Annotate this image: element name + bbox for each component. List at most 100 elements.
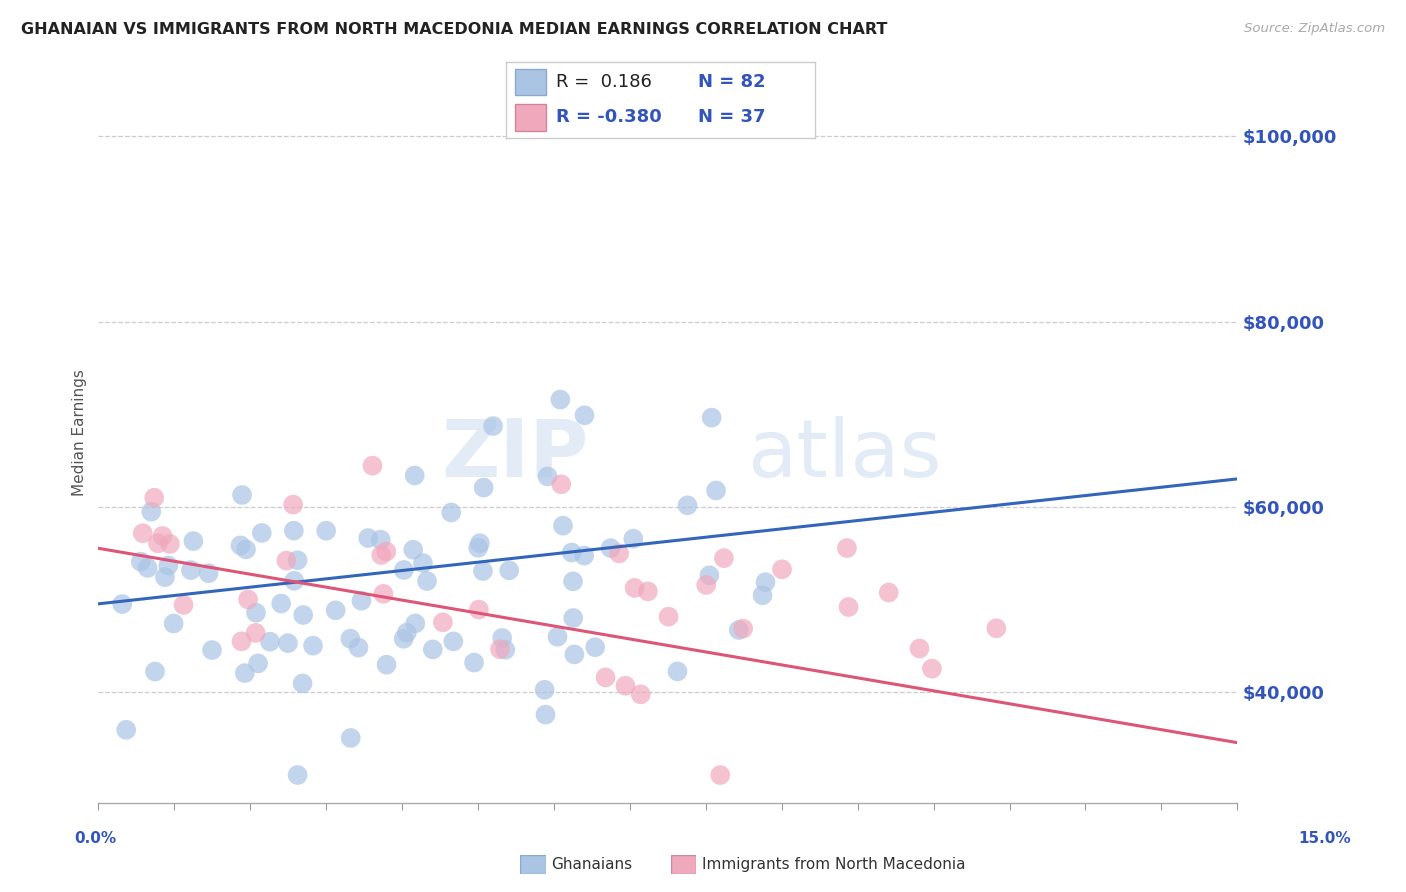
Point [201, 643, 224, 657]
Point [143, 491, 166, 505]
Point [392, 563, 415, 577]
Point [666, 665, 689, 679]
Point [292, 607, 315, 622]
Point [713, 551, 735, 566]
Point [361, 458, 384, 473]
Point [129, 555, 152, 569]
Point [536, 469, 558, 483]
Point [325, 603, 347, 617]
Point [986, 621, 1008, 635]
Point [440, 506, 463, 520]
Point [468, 602, 491, 616]
Point [375, 657, 398, 672]
Point [547, 630, 569, 644]
Point [231, 634, 253, 648]
Point [463, 656, 485, 670]
Point [599, 541, 621, 555]
Point [402, 542, 425, 557]
Point [564, 648, 586, 662]
Point [727, 623, 749, 637]
Point [245, 626, 267, 640]
Point [152, 529, 174, 543]
Point [412, 556, 434, 570]
Point [468, 536, 491, 550]
Text: N = 37: N = 37 [697, 109, 765, 127]
Point [835, 541, 858, 555]
Point [392, 632, 415, 646]
Point [561, 545, 583, 559]
Point [146, 536, 169, 550]
Point [583, 640, 606, 655]
Point [236, 592, 259, 607]
Point [699, 568, 721, 582]
Point [111, 597, 134, 611]
Text: Source: ZipAtlas.com: Source: ZipAtlas.com [1244, 22, 1385, 36]
Point [373, 587, 395, 601]
Y-axis label: Median Earnings: Median Earnings [72, 369, 87, 496]
Point [877, 585, 900, 599]
Point [287, 553, 309, 567]
Text: ZIP: ZIP [441, 416, 588, 494]
Point [153, 570, 176, 584]
Point [370, 533, 392, 547]
Point [370, 548, 392, 562]
Text: atlas: atlas [748, 416, 942, 494]
Point [283, 524, 305, 538]
Point [183, 534, 205, 549]
Point [614, 679, 637, 693]
Point [432, 615, 454, 630]
Point [357, 531, 380, 545]
Point [287, 768, 309, 782]
Point [347, 640, 370, 655]
Text: GHANAIAN VS IMMIGRANTS FROM NORTH MACEDONIA MEDIAN EARNINGS CORRELATION CHART: GHANAIAN VS IMMIGRANTS FROM NORTH MACEDO… [21, 22, 887, 37]
Point [498, 563, 520, 577]
Point [657, 609, 679, 624]
Point [637, 584, 659, 599]
Point [704, 483, 727, 498]
Text: N = 82: N = 82 [697, 73, 765, 91]
Point [259, 634, 281, 648]
Point [921, 662, 943, 676]
Point [291, 676, 314, 690]
Point [489, 642, 512, 657]
Point [197, 566, 219, 581]
Point [770, 562, 793, 576]
Point [277, 636, 299, 650]
Point [143, 665, 166, 679]
Point [235, 542, 257, 557]
Text: 0.0%: 0.0% [75, 831, 117, 846]
Point [281, 498, 304, 512]
Point [231, 488, 253, 502]
Point [247, 657, 270, 671]
Point [136, 561, 159, 575]
Point [270, 597, 292, 611]
Point [491, 631, 513, 645]
Point [695, 578, 717, 592]
Point [550, 477, 572, 491]
Point [676, 499, 699, 513]
Point [159, 537, 181, 551]
Point [422, 642, 444, 657]
Point [302, 639, 325, 653]
Point [233, 666, 256, 681]
FancyBboxPatch shape [516, 69, 547, 95]
Point [482, 419, 505, 434]
Point [534, 707, 557, 722]
Point [630, 687, 652, 701]
Point [115, 723, 138, 737]
Point [441, 634, 464, 648]
Point [245, 606, 267, 620]
Point [733, 622, 755, 636]
Point [838, 599, 860, 614]
Point [751, 588, 773, 602]
FancyBboxPatch shape [516, 104, 547, 130]
Point [276, 553, 298, 567]
Point [754, 575, 776, 590]
Point [350, 593, 373, 607]
Point [173, 598, 195, 612]
Point [132, 526, 155, 541]
Point [404, 468, 426, 483]
Point [157, 558, 180, 573]
Point [339, 731, 361, 745]
Point [574, 409, 596, 423]
